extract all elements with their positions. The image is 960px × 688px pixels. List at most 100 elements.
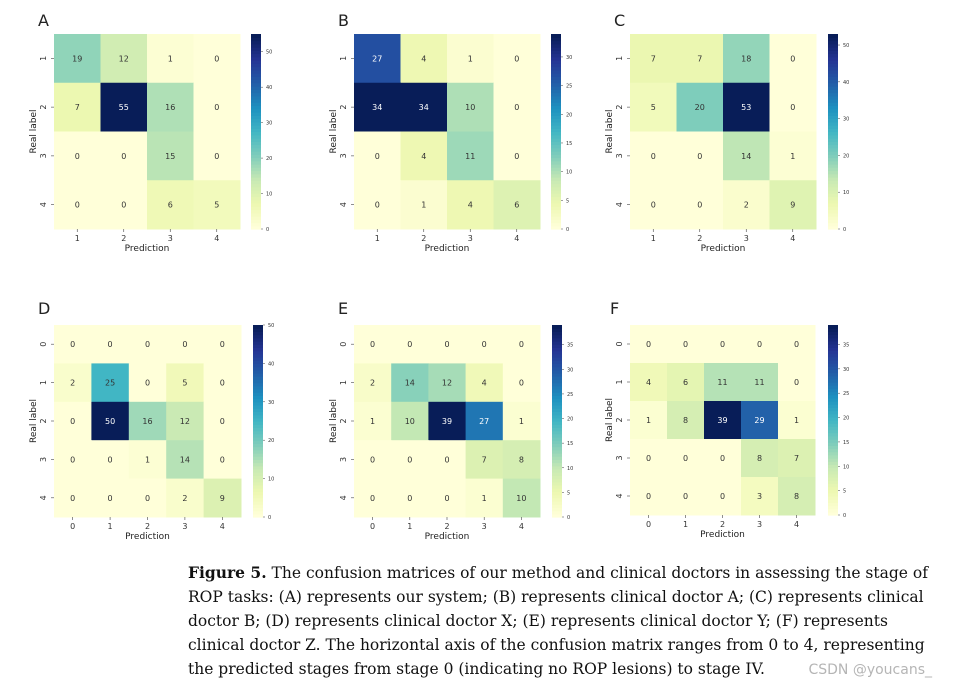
colorbar-segment xyxy=(828,216,838,220)
heatmap-cell xyxy=(391,325,429,364)
colorbar-segment xyxy=(251,89,261,94)
colorbar-segment xyxy=(552,363,562,368)
cell-value-label: 1 xyxy=(370,417,375,426)
colorbar-segment xyxy=(253,459,263,464)
panel-label: F xyxy=(610,299,619,318)
x-tick-label: 4 xyxy=(214,234,219,243)
x-tick-label: 4 xyxy=(794,520,799,529)
heatmap-cell xyxy=(769,180,817,230)
cell-value-label: 0 xyxy=(514,54,519,63)
colorbar-segment xyxy=(253,331,263,336)
colorbar-segment xyxy=(828,492,838,497)
cell-value-label: 0 xyxy=(70,494,75,503)
x-axis-title: Prediction xyxy=(125,244,170,254)
colorbar-segment xyxy=(828,385,838,389)
cell-value-label: 19 xyxy=(72,54,82,63)
colorbar-segment xyxy=(828,407,838,412)
colorbar-segment xyxy=(828,477,838,481)
cell-value-label: 12 xyxy=(180,417,190,426)
colorbar-segment xyxy=(828,337,838,342)
colorbar-tick-label: 40 xyxy=(266,85,272,91)
colorbar-segment xyxy=(251,56,261,61)
cell-value-label: 2 xyxy=(744,201,749,210)
heatmap-cell xyxy=(354,34,401,84)
heatmap-cell xyxy=(391,440,429,480)
colorbar-segment xyxy=(251,144,261,149)
colorbar-segment xyxy=(552,449,562,454)
colorbar-tick-label: 40 xyxy=(268,361,274,367)
y-tick-label: 0 xyxy=(39,342,48,347)
colorbar-segment xyxy=(828,464,838,469)
colorbar-segment xyxy=(552,504,562,508)
x-tick-label: 3 xyxy=(168,234,173,243)
colorbar-segment xyxy=(251,157,261,162)
cell-value-label: 4 xyxy=(421,152,426,161)
cell-value-label: 0 xyxy=(683,454,688,463)
x-tick-label: 2 xyxy=(697,234,702,243)
heatmap-cell xyxy=(428,363,467,403)
heatmap-cell xyxy=(54,131,101,181)
x-tick-label: 2 xyxy=(421,234,426,243)
colorbar-segment xyxy=(253,485,263,489)
colorbar-segment xyxy=(253,478,263,483)
colorbar-tick-label: 35 xyxy=(567,343,573,349)
cell-value-label: 5 xyxy=(214,201,219,210)
cell-value-label: 20 xyxy=(695,103,705,112)
y-tick-label: 2 xyxy=(615,417,624,422)
y-tick-label: 3 xyxy=(615,455,624,460)
cell-value-label: 0 xyxy=(370,455,375,464)
colorbar-segment xyxy=(828,499,838,503)
colorbar-segment xyxy=(552,485,562,489)
cell-value-label: 9 xyxy=(220,494,225,503)
colorbar-segment xyxy=(828,76,838,81)
colorbar-segment xyxy=(552,347,562,352)
colorbar-segment xyxy=(251,105,261,110)
colorbar-segment xyxy=(253,437,263,441)
cell-value-label: 39 xyxy=(717,416,727,425)
panel-label: C xyxy=(614,11,625,30)
y-axis-title: Real label xyxy=(29,399,39,443)
y-tick-label: 3 xyxy=(339,153,348,158)
colorbar-segment xyxy=(552,475,562,480)
colorbar-segment xyxy=(828,470,838,475)
colorbar-segment xyxy=(828,511,838,516)
y-tick-label: 3 xyxy=(339,457,348,462)
heatmap-cell xyxy=(465,478,504,518)
cell-value-label: 2 xyxy=(370,379,375,388)
cell-value-label: 1 xyxy=(794,416,799,425)
x-axis-title: Prediction xyxy=(701,244,746,254)
heatmap-cell xyxy=(778,477,816,516)
colorbar-segment xyxy=(552,433,562,438)
colorbar-segment xyxy=(551,193,561,198)
colorbar-segment xyxy=(552,395,562,400)
colorbar-segment xyxy=(253,366,263,371)
heatmap-cell xyxy=(630,363,668,402)
heatmap-panel-d: D0 0 0 0 02 25 0 5 00 50 16 12 00 0 1 14 00 0 0 2 90 1 2 3 40123… xyxy=(29,299,274,542)
x-tick-label: 2 xyxy=(444,522,449,531)
cell-value-label: 11 xyxy=(717,378,727,387)
heatmap-cell xyxy=(166,363,205,403)
colorbar-segment xyxy=(251,160,261,165)
colorbar-segment xyxy=(253,513,263,518)
colorbar-segment xyxy=(551,108,561,113)
y-tick-label: 2 xyxy=(39,418,48,423)
heatmap-cell xyxy=(54,478,92,518)
colorbar-segment xyxy=(828,353,838,358)
colorbar-segment xyxy=(828,157,838,162)
colorbar-segment xyxy=(552,497,562,502)
colorbar-segment xyxy=(253,494,263,499)
colorbar-segment xyxy=(828,363,838,367)
cell-value-label: 50 xyxy=(105,417,115,426)
cell-value-label: 0 xyxy=(407,494,412,503)
x-tick-label: 2 xyxy=(720,520,725,529)
x-tick-label: 4 xyxy=(790,234,795,243)
colorbar-segment xyxy=(552,405,562,409)
colorbar-segment xyxy=(551,82,561,87)
colorbar-segment xyxy=(251,167,261,172)
y-tick-label: 0 xyxy=(615,341,624,346)
colorbar-segment xyxy=(552,379,562,384)
colorbar-segment xyxy=(828,473,838,478)
heatmap-cell xyxy=(428,478,467,518)
colorbar-segment xyxy=(828,426,838,431)
colorbar-segment xyxy=(828,423,838,427)
